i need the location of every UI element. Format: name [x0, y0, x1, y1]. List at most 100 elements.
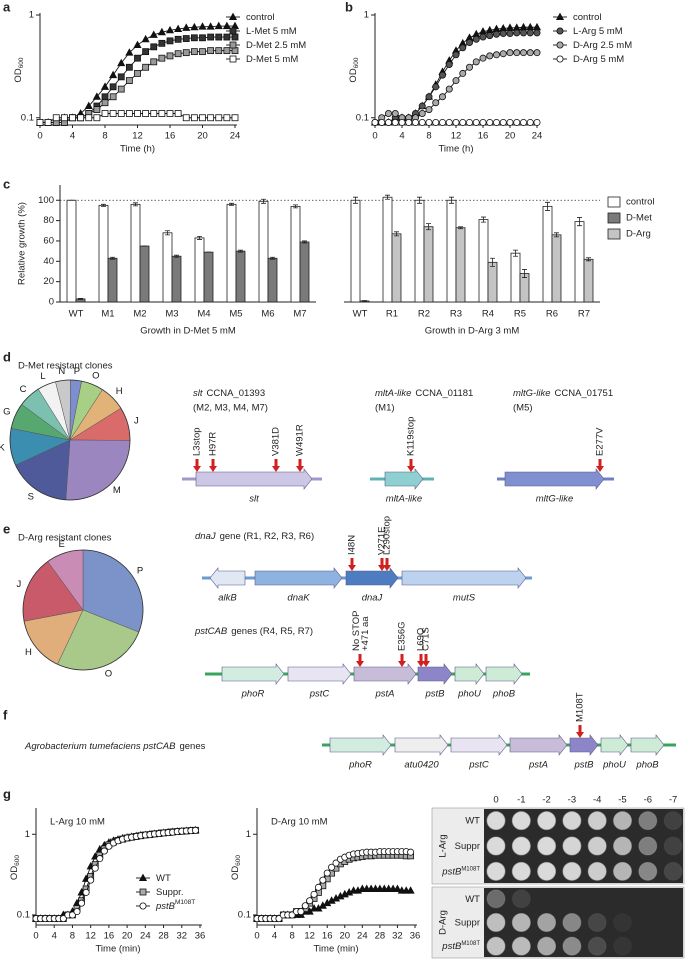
mutation-marker-stem	[424, 654, 428, 661]
colony-spot	[613, 836, 632, 856]
data-point	[479, 33, 487, 41]
data-point	[150, 110, 158, 117]
data-point	[310, 890, 318, 898]
colony-spot	[537, 811, 557, 831]
bar	[194, 237, 205, 303]
row-label: pstBM108T	[441, 866, 480, 877]
data-point	[174, 24, 183, 33]
gene-label: phoB	[492, 689, 516, 700]
error-bar	[302, 240, 307, 244]
data-point	[486, 118, 494, 126]
legend-marker	[555, 12, 565, 21]
x-tick-label: 16	[104, 931, 115, 942]
legend-name: pstB	[155, 901, 176, 912]
y-axis-label-main: OD	[230, 866, 241, 880]
bar	[203, 251, 214, 303]
colony-spot	[562, 811, 582, 831]
mutation-label: M108T	[575, 692, 586, 722]
gene-header: Agrobacterium tumefaciens pstCAB genes	[24, 741, 206, 752]
colony-spot	[486, 936, 506, 956]
legend-label: control	[573, 12, 602, 23]
data-point	[215, 114, 223, 122]
data-point	[275, 915, 283, 923]
dilution-label: -6	[644, 795, 652, 806]
data-point	[506, 49, 514, 57]
gene-arrow	[450, 734, 508, 756]
data-point	[166, 110, 174, 117]
gene-header-name: pstCAB	[194, 626, 228, 637]
error-bar	[174, 254, 179, 258]
gene-arrow	[600, 734, 629, 756]
data-point	[109, 93, 117, 101]
data-point	[207, 47, 215, 55]
mutation-label: No STOP+471 aa	[351, 611, 371, 651]
data-point	[425, 118, 433, 126]
legend-label: control	[626, 197, 655, 208]
x-tick-label: WT	[353, 309, 368, 320]
data-point	[499, 118, 507, 126]
error-bar	[78, 298, 83, 300]
colony-spot	[511, 836, 531, 856]
bar	[391, 233, 402, 303]
pie-label: N	[58, 366, 65, 377]
mutation-marker-stem	[578, 725, 582, 732]
data-point	[231, 47, 239, 55]
data-point	[158, 39, 166, 47]
x-axis-label: Time (h)	[120, 144, 155, 155]
data-point	[165, 25, 175, 34]
colony-spot	[537, 861, 557, 881]
x-tick-label: 4	[70, 131, 75, 142]
mutation-marker-head	[296, 466, 304, 472]
x-tick-label: 12	[304, 931, 315, 942]
data-point	[452, 51, 460, 59]
legend-name: control	[246, 12, 275, 23]
dilution-label: 0	[493, 795, 498, 806]
data-point	[472, 118, 480, 126]
gene-label: mltG-like	[536, 494, 573, 505]
pie-label: O	[92, 371, 99, 382]
data-point	[378, 118, 386, 126]
pie-label: P	[137, 566, 143, 577]
mutation-marker-head	[576, 732, 584, 738]
x-tick-label: R6	[546, 309, 558, 320]
gene-label: pstA	[528, 760, 548, 771]
data-point	[84, 101, 93, 110]
data-point	[101, 110, 109, 117]
colony-spot	[587, 861, 607, 881]
data-point	[492, 30, 500, 38]
gene-header-rest: CCNA_01393	[207, 388, 266, 399]
data-point	[432, 83, 440, 91]
data-point	[134, 54, 141, 62]
data-point	[133, 40, 142, 49]
data-point	[149, 30, 158, 38]
data-point	[223, 33, 231, 41]
gene-label: atu0420	[404, 760, 439, 771]
x-tick-label: 0	[37, 131, 42, 142]
mutation-marker-stem	[419, 654, 423, 661]
y-axis-label: OD600	[13, 57, 25, 82]
data-point	[158, 54, 166, 62]
mutation-marker-head	[356, 661, 364, 667]
data-point	[301, 902, 309, 910]
legend-label: L-Met 5 mM	[246, 26, 297, 37]
x-tick-label: 36	[410, 931, 421, 942]
data-point	[93, 106, 101, 114]
data-point	[117, 85, 125, 93]
data-point	[425, 106, 433, 114]
data-point	[222, 21, 231, 30]
y-tick-label: 60	[43, 235, 54, 246]
data-point	[520, 49, 528, 57]
gene-label: pstA	[374, 689, 394, 700]
gene-arrow	[254, 567, 343, 589]
data-point	[125, 48, 134, 56]
data-point	[459, 44, 467, 52]
x-tick-label: 12	[85, 931, 96, 942]
data-point	[182, 35, 190, 42]
data-point	[117, 58, 126, 67]
y-axis-label-main: OD	[9, 866, 20, 880]
data-point	[73, 908, 81, 916]
error-bar	[449, 196, 454, 204]
data-point	[199, 114, 206, 122]
data-point	[190, 48, 198, 56]
y-axis-label-sub: 600	[235, 855, 242, 866]
